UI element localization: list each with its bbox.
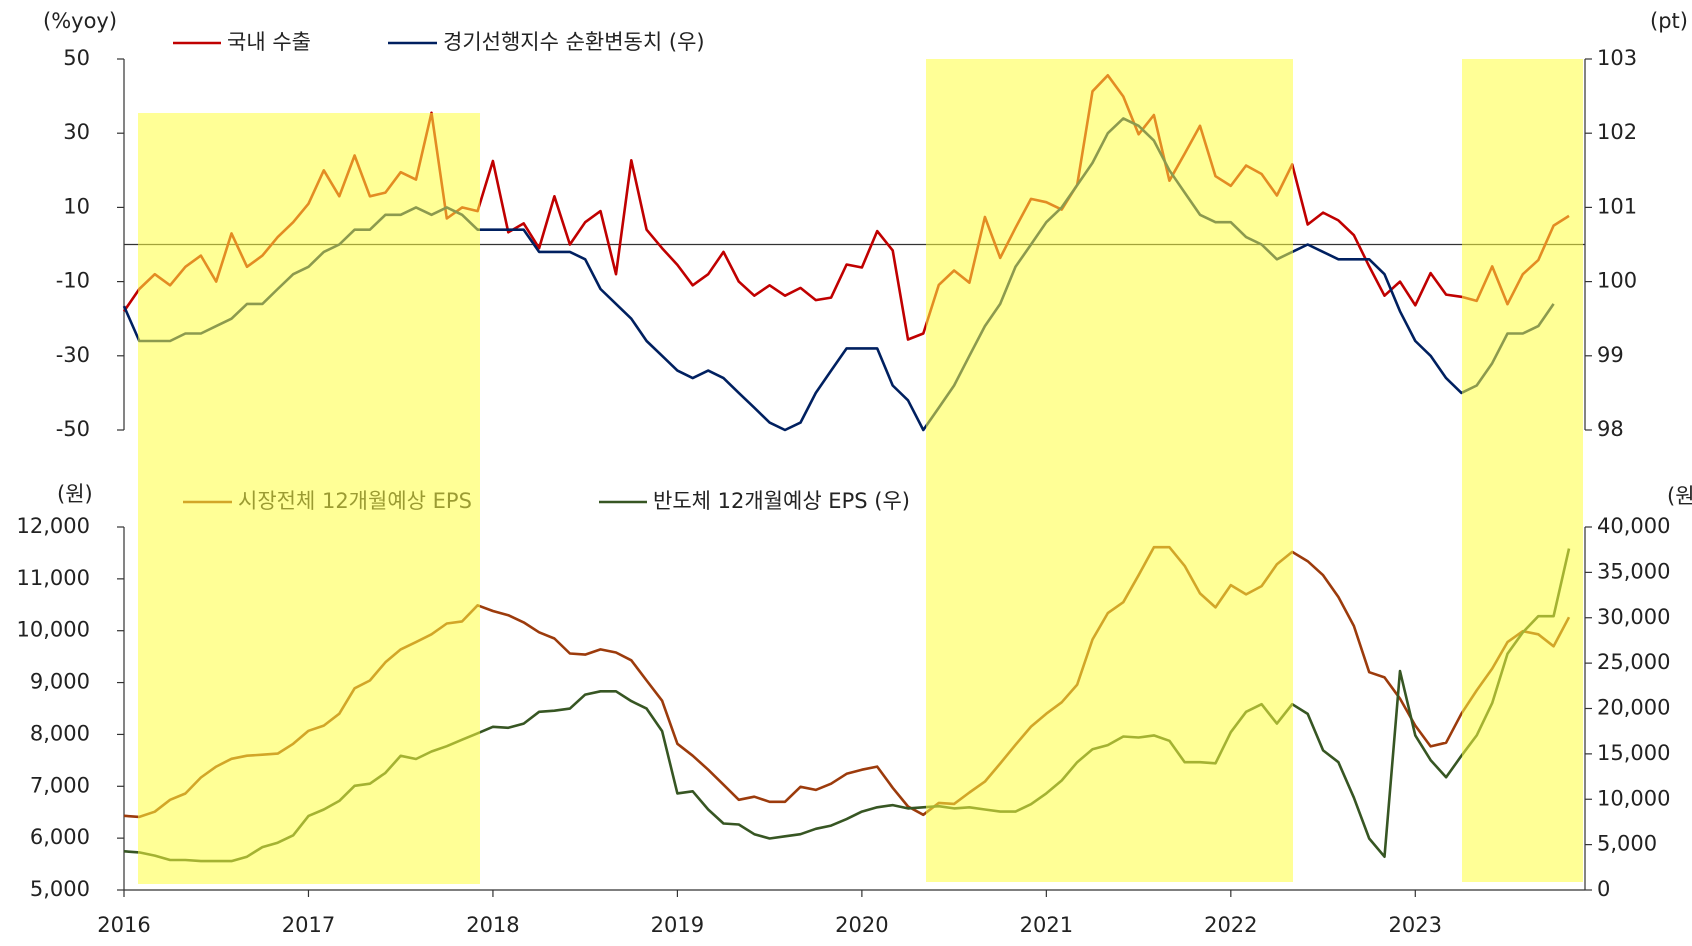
y-tick-label: 10: [63, 194, 90, 218]
x-tick-label: 2016: [97, 913, 150, 937]
y-axis-label: (원): [57, 482, 93, 506]
y2-axis-label: (pt): [1650, 9, 1688, 33]
y-tick-label: 9,000: [30, 670, 90, 694]
y-tick-label: -50: [56, 417, 90, 441]
y2-tick-label: 98: [1597, 417, 1624, 441]
x-tick-label: 2017: [282, 913, 335, 937]
y-tick-label: 5,000: [30, 877, 90, 901]
x-tick-label: 2022: [1204, 913, 1257, 937]
legend-label: 국내 수출: [227, 30, 311, 54]
y-tick-label: 30: [63, 120, 90, 144]
y2-tick-label: 5,000: [1597, 832, 1657, 856]
y2-tick-label: 15,000: [1597, 741, 1670, 765]
y-tick-label: -10: [56, 269, 90, 293]
y-tick-label: 8,000: [30, 721, 90, 745]
y-tick-label: 10,000: [17, 618, 90, 642]
y-tick-label: 7,000: [30, 773, 90, 797]
y2-tick-label: 102: [1597, 120, 1637, 144]
y2-tick-label: 20,000: [1597, 696, 1670, 720]
y2-tick-label: 0: [1597, 877, 1610, 901]
x-tick-label: 2020: [835, 913, 888, 937]
x-tick-label: 2023: [1389, 913, 1442, 937]
y2-tick-label: 100: [1597, 269, 1637, 293]
highlight-band: [138, 113, 480, 884]
x-tick-label: 2021: [1020, 913, 1073, 937]
y2-tick-label: 35,000: [1597, 559, 1670, 583]
legend-label: 반도체 12개월예상 EPS (우): [653, 489, 910, 513]
x-tick-label: 2018: [466, 913, 519, 937]
y2-tick-label: 101: [1597, 194, 1637, 218]
y-axis-label: (%yoy): [43, 9, 117, 33]
y2-tick-label: 25,000: [1597, 650, 1670, 674]
highlight-bands: [138, 59, 1583, 884]
y2-tick-label: 99: [1597, 343, 1624, 367]
y2-tick-label: 103: [1597, 46, 1637, 70]
y-tick-label: 6,000: [30, 825, 90, 849]
y-tick-label: 12,000: [17, 514, 90, 538]
y2-tick-label: 10,000: [1597, 786, 1670, 810]
y2-tick-label: 40,000: [1597, 514, 1670, 538]
y2-tick-label: 30,000: [1597, 605, 1670, 629]
y-tick-label: 50: [63, 46, 90, 70]
y-tick-label: 11,000: [17, 566, 90, 590]
highlight-band: [926, 59, 1293, 882]
y-tick-label: -30: [56, 343, 90, 367]
highlight-band: [1462, 59, 1583, 882]
y2-axis-label: (원): [1667, 484, 1692, 508]
x-tick-label: 2019: [651, 913, 704, 937]
legend-label: 경기선행지수 순환변동치 (우): [443, 30, 705, 54]
